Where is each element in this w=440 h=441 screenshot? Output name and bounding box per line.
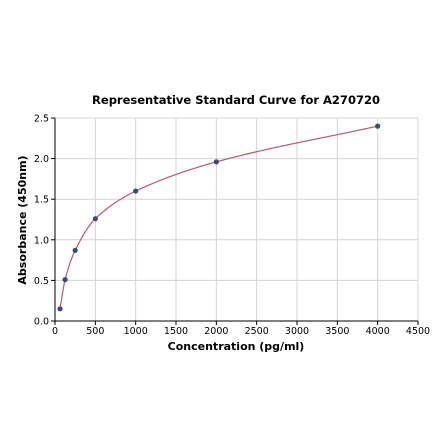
y-tick-label: 2.5 bbox=[34, 114, 49, 125]
data-point bbox=[133, 188, 139, 194]
x-axis-label: Concentration (pg/ml) bbox=[168, 340, 305, 353]
x-tick-label: 500 bbox=[86, 326, 104, 337]
fitted-curve-line bbox=[59, 125, 378, 309]
data-point bbox=[92, 216, 98, 222]
y-tick-label: 0.5 bbox=[34, 276, 49, 287]
y-tick-label: 0.0 bbox=[34, 317, 49, 328]
data-point bbox=[62, 276, 68, 283]
x-tick-label: 1500 bbox=[164, 326, 188, 337]
x-tick-label: 4500 bbox=[406, 326, 430, 337]
y-tick-label: 2.0 bbox=[34, 154, 49, 165]
x-tick-label: 2000 bbox=[204, 326, 228, 337]
y-axis-label: Absorbance (450nm) bbox=[16, 155, 29, 284]
data-point bbox=[213, 159, 219, 165]
x-tick-label: 2500 bbox=[245, 326, 269, 337]
plot-area: 0 500 1000 1500 2000 2500 3000 3500 4000 4500 0.0 0… bbox=[34, 114, 430, 338]
data-point bbox=[72, 247, 78, 253]
x-tick-label: 3500 bbox=[325, 326, 349, 337]
x-tick-label: 3000 bbox=[285, 326, 309, 337]
x-tick-label: 4000 bbox=[366, 326, 390, 337]
x-tick-label: 1000 bbox=[124, 326, 148, 337]
data-point bbox=[57, 306, 63, 312]
x-tick-label: 0 bbox=[52, 326, 58, 337]
chart-title: Representative Standard Curve for A27072… bbox=[92, 93, 380, 107]
data-point bbox=[375, 123, 381, 129]
y-tick-label: 1.5 bbox=[34, 195, 49, 206]
y-tick-label: 1.0 bbox=[34, 235, 49, 246]
